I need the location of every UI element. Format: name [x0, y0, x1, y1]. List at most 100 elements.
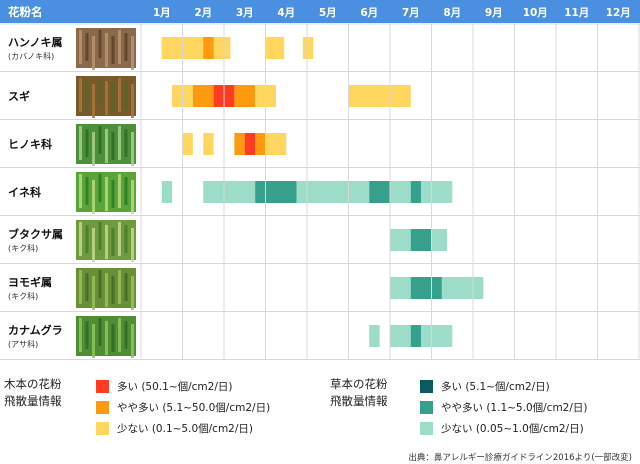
category-name: スギ — [8, 89, 30, 103]
segment-grass_mid — [369, 181, 390, 203]
legend-label: 少ない (0.05~1.0個/cm2/日) — [441, 422, 584, 435]
segment-grass_low — [203, 181, 256, 203]
legend-label: 少ない (0.1~5.0個/cm2/日) — [117, 422, 253, 435]
thumbnail-stroke — [124, 273, 128, 301]
legend-label: 多い (5.1~個/cm2/日) — [441, 380, 550, 393]
category-family: (カバノキ科) — [8, 51, 54, 61]
month-label: 10月 — [523, 7, 548, 19]
thumbnail-stroke — [111, 180, 115, 208]
month-label: 8月 — [443, 7, 461, 19]
segment-tree_low — [182, 133, 193, 155]
thumbnail-stroke — [85, 177, 89, 205]
legend-item-grass-high: 多い (5.1~個/cm2/日) — [420, 379, 550, 393]
thumbnail-stroke — [92, 84, 95, 118]
thumbnail-stroke — [79, 222, 82, 256]
thumbnail-stroke — [92, 324, 95, 358]
legend-swatch — [420, 379, 433, 393]
thumbnail-stroke — [131, 132, 134, 166]
legend-item-tree-mid: やや多い (5.1~50.0個/cm2/日) — [96, 400, 270, 414]
legend-swatch — [420, 400, 433, 414]
segment-grass_mid — [410, 277, 442, 299]
segment-grass_mid — [410, 229, 432, 251]
legend-label: やや多い (5.1~50.0個/cm2/日) — [117, 401, 271, 414]
category-name: ブタクサ属 — [8, 227, 63, 241]
ragweed-thumbnail — [76, 220, 136, 262]
segment-tree_mid — [234, 85, 256, 107]
header-row: 花粉名 1月 2月 3月 4月 5月 6月 7月 8月 9月 10月 11月 12月 — [0, 0, 640, 23]
segment-grass_low — [390, 325, 411, 347]
segment-grass_low — [441, 277, 484, 299]
category-family: (アサ科) — [8, 339, 38, 349]
segment-grass_mid — [410, 181, 422, 203]
segment-grass_mid — [255, 181, 297, 203]
thumbnail-stroke — [92, 36, 95, 70]
thumbnail-stroke — [131, 36, 134, 70]
legend-swatch — [96, 400, 109, 414]
pollen-calendar-chart: 花粉名 1月 2月 3月 4月 5月 6月 7月 8月 9月 10月 11月 12月 ハンノキ属 (カバノ… — [0, 0, 640, 362]
thumbnail-stroke — [105, 129, 108, 163]
thumbnail-stroke — [105, 33, 108, 67]
category-name: カナムグラ — [8, 323, 63, 337]
header-label: 花粉名 — [8, 5, 43, 19]
legend-item-grass-low: 少ない (0.05~1.0個/cm2/日) — [420, 421, 584, 435]
thumbnail-stroke — [111, 324, 115, 352]
month-label: 7月 — [402, 7, 420, 19]
thumbnail-stroke — [92, 180, 95, 214]
grass-legend-title: 草本の花粉 飛散量情報 — [330, 376, 388, 410]
tree-legend-title: 木本の花粉 飛散量情報 — [4, 376, 62, 410]
segment-tree_low — [265, 37, 285, 59]
grass-legend-title-line2: 飛散量情報 — [330, 394, 388, 408]
thumbnail-stroke — [79, 174, 82, 208]
segment-grass_mid — [410, 325, 422, 347]
segment-tree_low — [302, 37, 314, 59]
thumbnail-stroke — [79, 78, 82, 112]
segment-tree_mid — [192, 85, 214, 107]
thumbnail-stroke — [118, 174, 121, 208]
legend-label: やや多い (1.1~5.0個/cm2/日) — [441, 401, 588, 414]
thumbnail-stroke — [111, 276, 115, 304]
thumbnail-stroke — [79, 270, 82, 304]
thumbnail-stroke — [124, 129, 128, 157]
segment-grass_low — [369, 325, 380, 347]
mugwort-thumbnail — [76, 268, 136, 310]
month-label: 12月 — [606, 7, 631, 19]
segment-grass_low — [296, 181, 370, 203]
category-name: イネ科 — [8, 185, 41, 199]
category-family: (キク科) — [8, 291, 38, 301]
grass-legend-title-line1: 草本の花粉 — [330, 377, 388, 391]
segment-tree_low — [265, 133, 287, 155]
segment-tree_low — [348, 85, 411, 107]
legend-swatch — [420, 421, 433, 435]
header-band — [0, 0, 640, 23]
thumbnail-stroke — [92, 132, 95, 166]
grass-spikes-thumbnail — [76, 172, 136, 214]
thumbnail-stroke — [79, 126, 82, 160]
thumbnail-stroke — [124, 225, 128, 253]
bloom-segments — [161, 37, 484, 347]
thumbnail-stroke — [111, 228, 115, 256]
category-family: (キク科) — [8, 243, 38, 253]
thumbnail-stroke — [105, 177, 108, 211]
legend-label: 多い (50.1~個/cm2/日) — [117, 380, 233, 393]
thumbnail-stroke — [131, 276, 134, 310]
thumbnail-stroke — [98, 174, 102, 202]
thumbnail-stroke — [118, 78, 121, 112]
thumbnail-stroke — [98, 30, 102, 58]
thumbnail-stroke — [79, 318, 82, 352]
thumbnail-stroke — [105, 81, 108, 115]
thumbnail-stroke — [118, 126, 121, 160]
thumbnail-stroke — [131, 84, 134, 118]
segment-tree_low — [161, 37, 231, 59]
month-label: 6月 — [360, 7, 378, 19]
segment-grass_low — [421, 181, 453, 203]
month-label: 9月 — [485, 7, 503, 19]
thumbnail-stroke — [98, 78, 102, 106]
thumbnail-stroke — [85, 81, 89, 109]
thumbnail-stroke — [85, 129, 89, 157]
segment-grass_low — [390, 229, 411, 251]
thumbnail-stroke — [111, 132, 115, 160]
japanese-hop-thumbnail — [76, 316, 136, 358]
thumbnail-stroke — [111, 84, 115, 112]
segment-tree_mid — [234, 133, 245, 155]
